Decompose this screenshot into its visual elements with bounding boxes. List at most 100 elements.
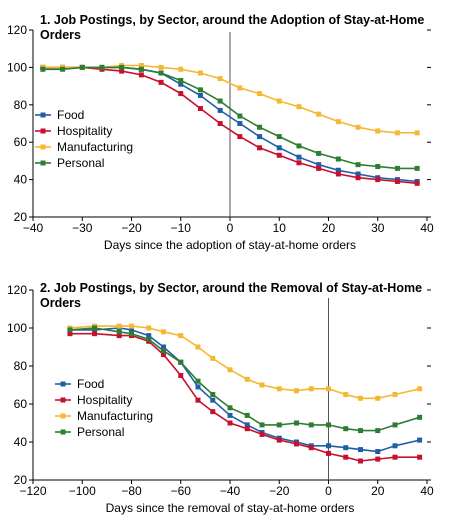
chart2-data-point-manufacturing xyxy=(161,329,167,335)
chart1-data-point-personal xyxy=(197,87,203,93)
chart1-data-point-personal xyxy=(60,66,66,72)
chart2-y-tick-label: 40 xyxy=(14,435,28,449)
chart1-legend-marker xyxy=(40,112,46,118)
chart2-x-tick-label: −120 xyxy=(19,484,46,498)
chart1-data-point-hospitality xyxy=(138,72,144,78)
chart2-data-point-manufacturing xyxy=(358,395,364,401)
chart2-x-tick-label: −60 xyxy=(171,484,192,498)
chart1-legend-label: Manufacturing xyxy=(57,140,133,154)
chart1-data-point-manufacturing xyxy=(138,63,144,69)
chart1-data-point-personal xyxy=(119,64,125,70)
chart2-data-point-hospitality xyxy=(244,426,250,432)
chart1-series-line-hospitality xyxy=(42,66,418,185)
chart1-data-point-personal xyxy=(355,162,361,168)
chart1-data-point-personal xyxy=(237,113,243,119)
chart1-data-point-manufacturing xyxy=(217,76,223,82)
chart2-data-point-personal xyxy=(417,414,423,420)
chart2-x-axis-label: Days since the removal of stay-at-home o… xyxy=(106,501,355,515)
chart2-x-tick-label: 20 xyxy=(371,484,385,498)
chart1-y-tick-label: 40 xyxy=(14,173,28,187)
chart1-data-point-hospitality xyxy=(316,165,322,171)
chart2-x-tick-label: 0 xyxy=(325,484,332,498)
chart1-data-point-personal xyxy=(138,66,144,72)
chart1-legend-label: Food xyxy=(57,108,84,122)
chart2-data-point-food xyxy=(210,397,216,403)
chart1-data-point-hospitality xyxy=(119,68,125,74)
chart2-data-point-food xyxy=(227,412,233,418)
chart1-x-axis-label: Days since the adoption of stay-at-home … xyxy=(104,238,356,252)
chart2-data-point-personal xyxy=(392,422,398,428)
chart1-data-point-personal xyxy=(276,134,282,140)
chart2-data-point-personal xyxy=(210,392,216,397)
chart1-data-point-food xyxy=(296,154,302,160)
chart1-data-point-hospitality xyxy=(355,175,361,181)
chart2-data-point-food xyxy=(244,422,250,428)
chart2-data-point-hospitality xyxy=(67,331,73,337)
chart1-data-point-personal xyxy=(40,66,46,72)
chart2-legend-marker xyxy=(60,429,66,435)
chart2-data-point-hospitality xyxy=(308,445,314,451)
chart1-data-point-food xyxy=(257,134,263,140)
chart1-x-tick-label: −20 xyxy=(121,221,142,235)
chart2-data-point-manufacturing xyxy=(116,323,122,329)
chart2-data-point-hospitality xyxy=(116,333,122,339)
chart2-legend-label: Food xyxy=(77,377,104,391)
chart2-data-point-manufacturing xyxy=(195,344,201,350)
chart2-data-point-manufacturing xyxy=(308,386,314,392)
chart2-legend-marker xyxy=(60,381,66,387)
chart2-data-point-manufacturing xyxy=(293,388,299,394)
chart1-data-point-personal xyxy=(414,165,420,171)
chart2-data-point-hospitality xyxy=(92,331,98,337)
chart2-data-point-personal xyxy=(259,422,265,428)
chart1-data-point-manufacturing xyxy=(158,64,164,70)
chart2-data-point-personal xyxy=(67,327,73,333)
chart1-data-point-personal xyxy=(99,64,105,70)
chart2-data-point-hospitality xyxy=(293,441,299,447)
chart1-y-tick-label: 60 xyxy=(14,135,28,149)
chart2-data-point-hospitality xyxy=(392,454,398,460)
chart1-data-point-food xyxy=(355,171,361,177)
chart1-data-point-hospitality xyxy=(394,178,400,184)
chart2-data-point-personal xyxy=(293,420,299,426)
chart2-y-tick-label: 60 xyxy=(14,397,28,411)
chart2-data-point-personal xyxy=(244,412,250,418)
chart2-legend-label: Manufacturing xyxy=(77,409,153,423)
chart2-x-tick-label: −20 xyxy=(269,484,290,498)
chart1-data-point-manufacturing xyxy=(355,124,361,130)
chart1-x-tick-label: 20 xyxy=(322,221,336,235)
chart1-data-point-manufacturing xyxy=(237,85,243,91)
chart1-y-tick-label: 80 xyxy=(14,98,28,112)
chart2-data-point-personal xyxy=(343,426,349,432)
chart1-data-point-manufacturing xyxy=(375,128,381,134)
chart2-data-point-personal xyxy=(178,359,184,365)
chart2-data-point-manufacturing xyxy=(375,395,381,401)
chart1-x-tick-label: 40 xyxy=(420,221,434,235)
chart1-data-point-hospitality xyxy=(197,106,203,112)
chart1-data-point-manufacturing xyxy=(335,119,341,125)
chart1-data-point-hospitality xyxy=(217,121,223,126)
chart2-x-tick-label: −80 xyxy=(121,484,142,498)
chart1-x-tick-label: 10 xyxy=(273,221,287,235)
chart1-data-point-food xyxy=(197,92,203,98)
chart2-data-point-hospitality xyxy=(326,450,331,456)
chart2-data-point-hospitality xyxy=(276,437,282,443)
chart2-data-point-hospitality xyxy=(178,373,184,378)
chart1-data-point-personal xyxy=(257,124,263,130)
chart2-data-point-food xyxy=(326,443,331,449)
chart2-data-point-hospitality xyxy=(195,397,201,403)
chart2-data-point-food xyxy=(343,445,349,451)
chart1-data-point-manufacturing xyxy=(316,111,322,117)
chart1-data-point-food xyxy=(217,107,223,113)
chart1-data-point-hospitality xyxy=(375,177,381,183)
chart2-legend-marker xyxy=(60,397,66,403)
chart2-data-point-personal xyxy=(116,329,122,335)
chart2-data-point-manufacturing xyxy=(146,325,152,331)
chart2-y-tick-label: 120 xyxy=(7,283,27,297)
chart2-x-tick-label: −100 xyxy=(69,484,96,498)
chart2-data-point-hospitality xyxy=(210,409,216,415)
chart2-x-tick-label: −40 xyxy=(220,484,241,498)
chart2-title-line: Orders xyxy=(40,296,81,310)
chart1-data-point-personal xyxy=(178,77,184,83)
chart1-data-point-manufacturing xyxy=(394,130,400,136)
chart1-legend-marker xyxy=(40,144,46,150)
